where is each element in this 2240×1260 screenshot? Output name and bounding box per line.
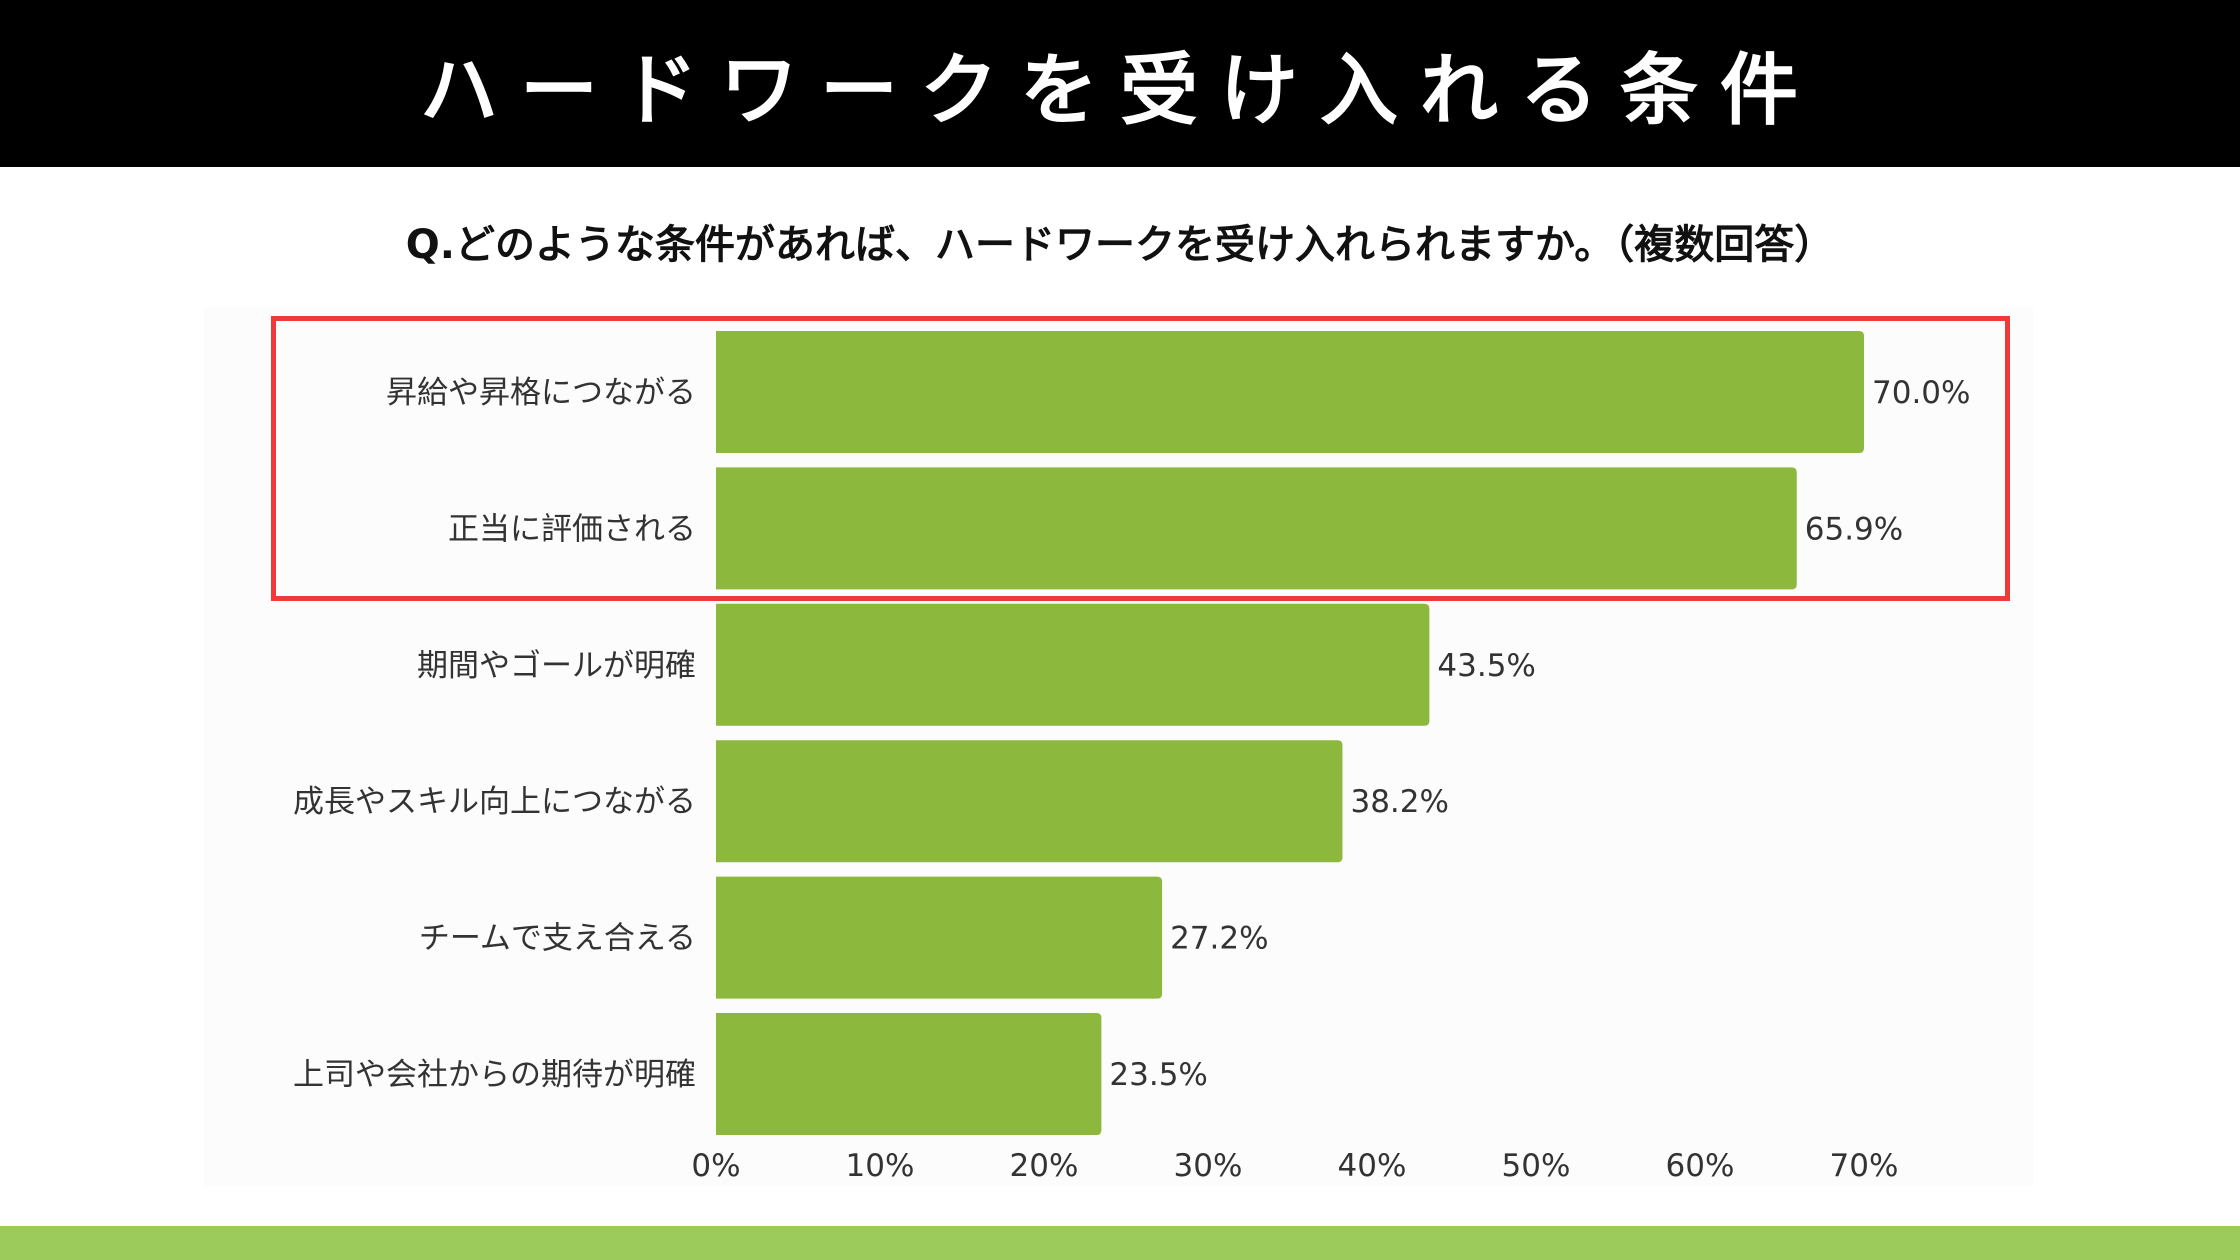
x-tick-label: 50%	[1502, 1148, 1571, 1184]
value-label: 23.5%	[1109, 1057, 1207, 1093]
bar	[716, 876, 1163, 999]
x-tick-label: 70%	[1830, 1148, 1899, 1184]
x-tick-label: 10%	[846, 1148, 915, 1184]
bar	[716, 740, 1343, 863]
footer-bar	[0, 1226, 2240, 1260]
value-label: 27.2%	[1170, 921, 1268, 957]
value-label: 70.0%	[1872, 375, 1970, 411]
survey-question: Q.どのような条件があれば、ハードワークを受け入れられますか。（複数回答）	[405, 222, 1835, 268]
x-tick-label: 40%	[1338, 1148, 1407, 1184]
page-title: ハードワークを受け入れる条件	[419, 45, 1820, 136]
x-tick-label: 20%	[1010, 1148, 1079, 1184]
bar	[716, 603, 1430, 726]
category-label: 成長やスキル向上につながる	[293, 784, 696, 820]
value-label: 65.9%	[1805, 511, 1903, 547]
bar	[716, 467, 1797, 590]
category-label: 上司や会社からの期待が明確	[293, 1057, 696, 1093]
x-tick-label: 0%	[691, 1148, 740, 1184]
value-label: 43.5%	[1437, 648, 1535, 684]
x-tick-label: 60%	[1666, 1148, 1735, 1184]
bar	[716, 1013, 1102, 1135]
bar	[716, 331, 1864, 453]
highlight-box	[271, 316, 2010, 601]
category-label: チームで支え合える	[419, 921, 696, 957]
category-label: 正当に評価される	[448, 511, 696, 547]
category-label: 昇給や昇格につながる	[386, 375, 696, 411]
x-tick-label: 30%	[1174, 1148, 1243, 1184]
value-label: 38.2%	[1350, 784, 1448, 820]
category-label: 期間やゴールが明確	[417, 648, 696, 684]
header-banner: ハードワークを受け入れる条件	[0, 0, 2240, 167]
